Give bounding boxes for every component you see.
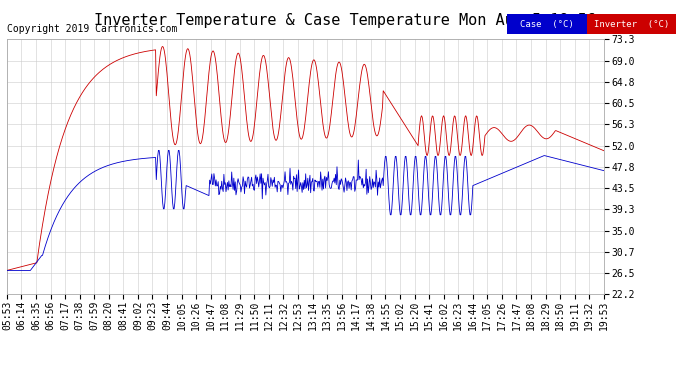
Text: Copyright 2019 Cartronics.com: Copyright 2019 Cartronics.com bbox=[7, 24, 177, 34]
Text: Inverter  (°C): Inverter (°C) bbox=[594, 20, 669, 28]
Text: Inverter Temperature & Case Temperature Mon Aug 5 19:56: Inverter Temperature & Case Temperature … bbox=[94, 13, 596, 28]
Text: Case  (°C): Case (°C) bbox=[520, 20, 574, 28]
